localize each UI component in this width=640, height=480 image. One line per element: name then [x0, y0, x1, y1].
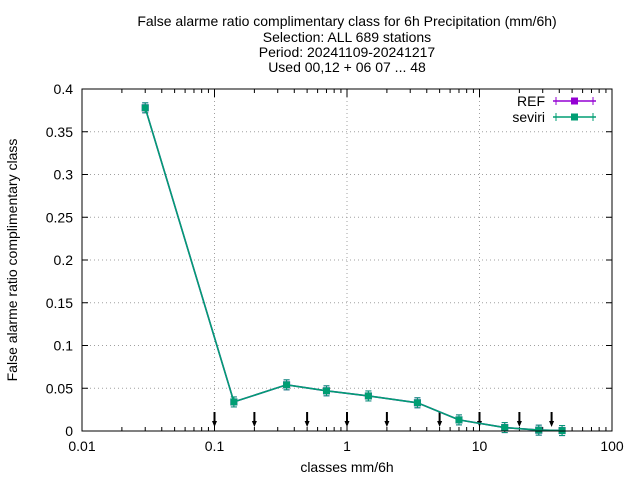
data-point-seviri — [535, 426, 543, 434]
x-axis-label: classes mm/6h — [300, 459, 393, 475]
x-tick-label: 100 — [600, 438, 624, 454]
chart-title: False alarme ratio complimentary class f… — [137, 13, 556, 75]
grid — [82, 89, 612, 431]
x-tick-label: 0.01 — [68, 438, 95, 454]
y-tick-label: 0.2 — [54, 252, 74, 268]
data-point-seviri — [230, 398, 238, 406]
y-tick-label: 0.1 — [54, 338, 74, 354]
data-point-seviri — [413, 399, 421, 407]
threshold-marker-arrow — [304, 421, 310, 427]
threshold-marker-arrow — [251, 421, 257, 427]
title-line-3: Period: 20241109-20241217 — [259, 44, 436, 60]
title-line-4: Used 00,12 + 06 07 ... 48 — [268, 59, 426, 75]
data-point-seviri — [501, 424, 509, 432]
y-axis-label: False alarme ratio complimentary class — [4, 139, 20, 382]
data-point-seviri — [141, 104, 149, 112]
data-point-seviri — [364, 392, 372, 400]
threshold-marker-arrow — [384, 421, 390, 427]
x-tick-label: 10 — [472, 438, 488, 454]
title-line-2: Selection: ALL 689 stations — [263, 29, 431, 45]
plot-frame — [81, 88, 613, 432]
y-tick-label: 0.4 — [54, 81, 74, 97]
threshold-marker-arrow — [549, 421, 555, 427]
threshold-marker-arrow — [344, 421, 350, 427]
y-tick-label: 0.25 — [46, 209, 73, 225]
threshold-marker-arrow — [212, 421, 217, 427]
data-point-seviri — [283, 381, 291, 389]
legend-label-REF: REF — [517, 93, 545, 109]
y-tick-label: 0.3 — [54, 167, 74, 183]
axis-ticks: 0 0.05 0.1 0.15 0.2 0.25 0.3 0.35 0.4 0.01 0.1 1 10 1… — [46, 81, 624, 454]
series-line-REF — [144, 107, 563, 432]
data-point-seviri — [322, 387, 330, 395]
legend-swatch-marker — [571, 113, 578, 121]
legend-swatch-marker — [571, 97, 578, 105]
threshold-marker-arrow — [516, 421, 522, 427]
y-tick-label: 0 — [65, 423, 73, 439]
y-tick-label: 0.35 — [46, 124, 73, 140]
title-line-1: False alarme ratio complimentary class f… — [137, 13, 556, 29]
series-line-seviri — [144, 107, 563, 432]
x-tick-label: 1 — [343, 438, 351, 454]
y-tick-label: 0.05 — [46, 380, 73, 396]
series-layer — [141, 102, 566, 437]
legend-label-seviri: seviri — [512, 109, 545, 125]
data-point-seviri — [455, 416, 463, 424]
threshold-marker-arrow — [437, 421, 443, 427]
x-tick-label: 0.1 — [205, 438, 225, 454]
y-tick-label: 0.15 — [46, 295, 73, 311]
